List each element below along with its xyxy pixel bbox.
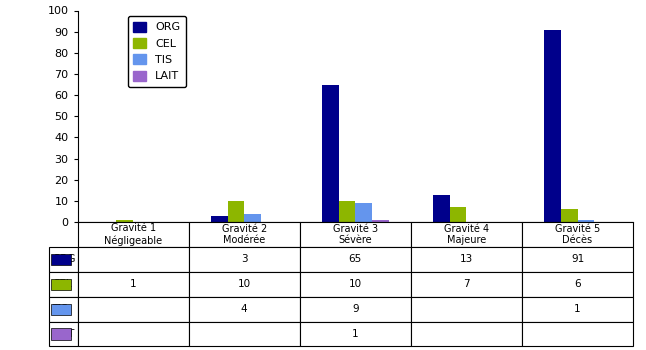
Bar [339,201,355,222]
Bar [561,209,578,222]
Bar [578,220,594,222]
Bar [116,220,133,222]
Legend: ORG, CEL, TIS, LAIT: ORG, CEL, TIS, LAIT [127,16,186,87]
Bar [244,214,261,222]
Bar [227,201,244,222]
Bar [544,29,561,222]
Bar [433,195,450,222]
Bar [450,207,466,222]
Bar [322,85,339,222]
Bar [355,203,372,222]
Bar [211,216,227,222]
Bar [372,220,389,222]
